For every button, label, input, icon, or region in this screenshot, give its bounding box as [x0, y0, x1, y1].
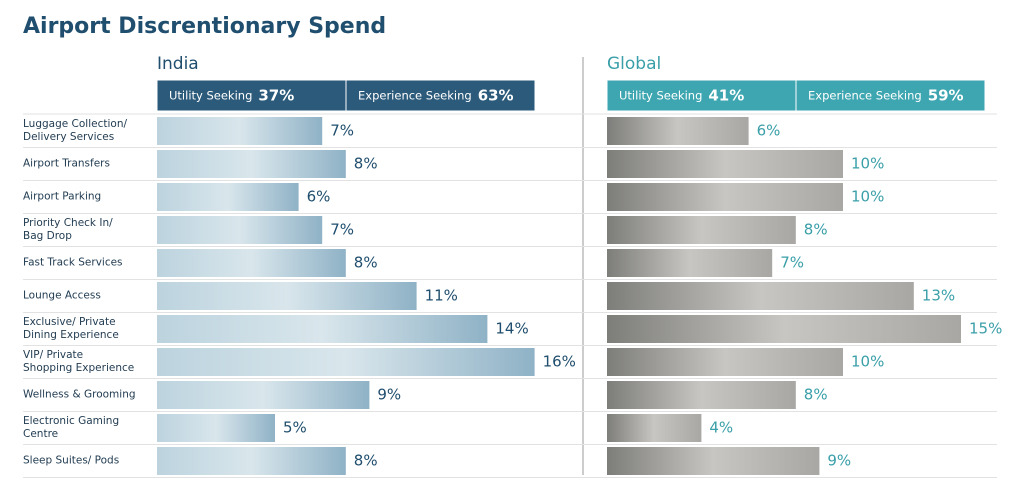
segment-name: Utility Seeking — [619, 89, 702, 103]
category-label: Airport Transfers — [23, 157, 110, 170]
bar — [607, 216, 796, 244]
value-label: 7% — [780, 254, 804, 272]
value-label: 8% — [354, 452, 378, 470]
bar — [157, 282, 417, 310]
bar — [157, 315, 488, 343]
bar — [157, 150, 346, 178]
segment-share: 59% — [928, 87, 964, 105]
segment-header — [606, 79, 797, 112]
segment-header — [795, 79, 986, 112]
value-label: 8% — [354, 254, 378, 272]
bar — [607, 117, 749, 145]
bar — [607, 447, 820, 475]
value-label: 10% — [851, 353, 884, 371]
bar — [157, 117, 323, 145]
category-label: Luggage Collection/ Delivery Services — [23, 118, 128, 143]
bar — [157, 381, 370, 409]
value-label: 8% — [354, 155, 378, 173]
category-label: Fast Track Services — [23, 256, 123, 269]
bar — [607, 414, 702, 442]
category-label: Airport Parking — [23, 190, 102, 203]
value-label: 4% — [709, 419, 733, 437]
value-label: 16% — [543, 353, 576, 371]
bar — [157, 447, 346, 475]
segment-name: Experience Seeking — [808, 89, 922, 103]
value-label: 11% — [425, 287, 458, 305]
value-label: 10% — [851, 188, 884, 206]
category-label: VIP/ Private Shopping Experience — [23, 349, 135, 374]
segment-header — [345, 79, 536, 112]
value-label: 6% — [757, 122, 781, 140]
value-label: 13% — [922, 287, 955, 305]
value-label: 7% — [330, 221, 354, 239]
category-label: Sleep Suites/ Pods — [23, 454, 120, 467]
segment-share: 37% — [258, 87, 294, 105]
segment-share: 41% — [708, 87, 744, 105]
panel-title: India — [157, 54, 199, 74]
value-label: 5% — [283, 419, 307, 437]
bar — [157, 414, 275, 442]
value-label: 7% — [330, 122, 354, 140]
category-label: Exclusive/ Private Dining Experience — [23, 316, 119, 341]
category-label: Wellness & Grooming — [23, 388, 136, 401]
bar — [157, 216, 323, 244]
value-label: 10% — [851, 155, 884, 173]
value-label: 9% — [377, 386, 401, 404]
bar — [607, 183, 843, 211]
value-label: 14% — [495, 320, 528, 338]
panel-title: Global — [607, 54, 661, 74]
bar — [607, 150, 843, 178]
bar — [607, 282, 914, 310]
value-label: 15% — [969, 320, 1002, 338]
bar — [607, 348, 843, 376]
segment-name: Experience Seeking — [358, 89, 472, 103]
segment-share: 63% — [478, 87, 514, 105]
bar — [157, 183, 299, 211]
bar — [607, 315, 961, 343]
value-label: 8% — [804, 386, 828, 404]
category-label: Priority Check In/ Bag Drop — [23, 217, 113, 242]
bar — [157, 249, 346, 277]
category-label: Electronic Gaming Centre — [23, 415, 120, 440]
segment-name: Utility Seeking — [169, 89, 252, 103]
chart-title: Airport Discrentionary Spend — [23, 14, 386, 39]
value-label: 8% — [804, 221, 828, 239]
value-label: 9% — [827, 452, 851, 470]
bar — [157, 348, 535, 376]
bar — [607, 249, 773, 277]
bar — [607, 381, 796, 409]
category-label: Lounge Access — [23, 289, 101, 302]
value-label: 6% — [307, 188, 331, 206]
